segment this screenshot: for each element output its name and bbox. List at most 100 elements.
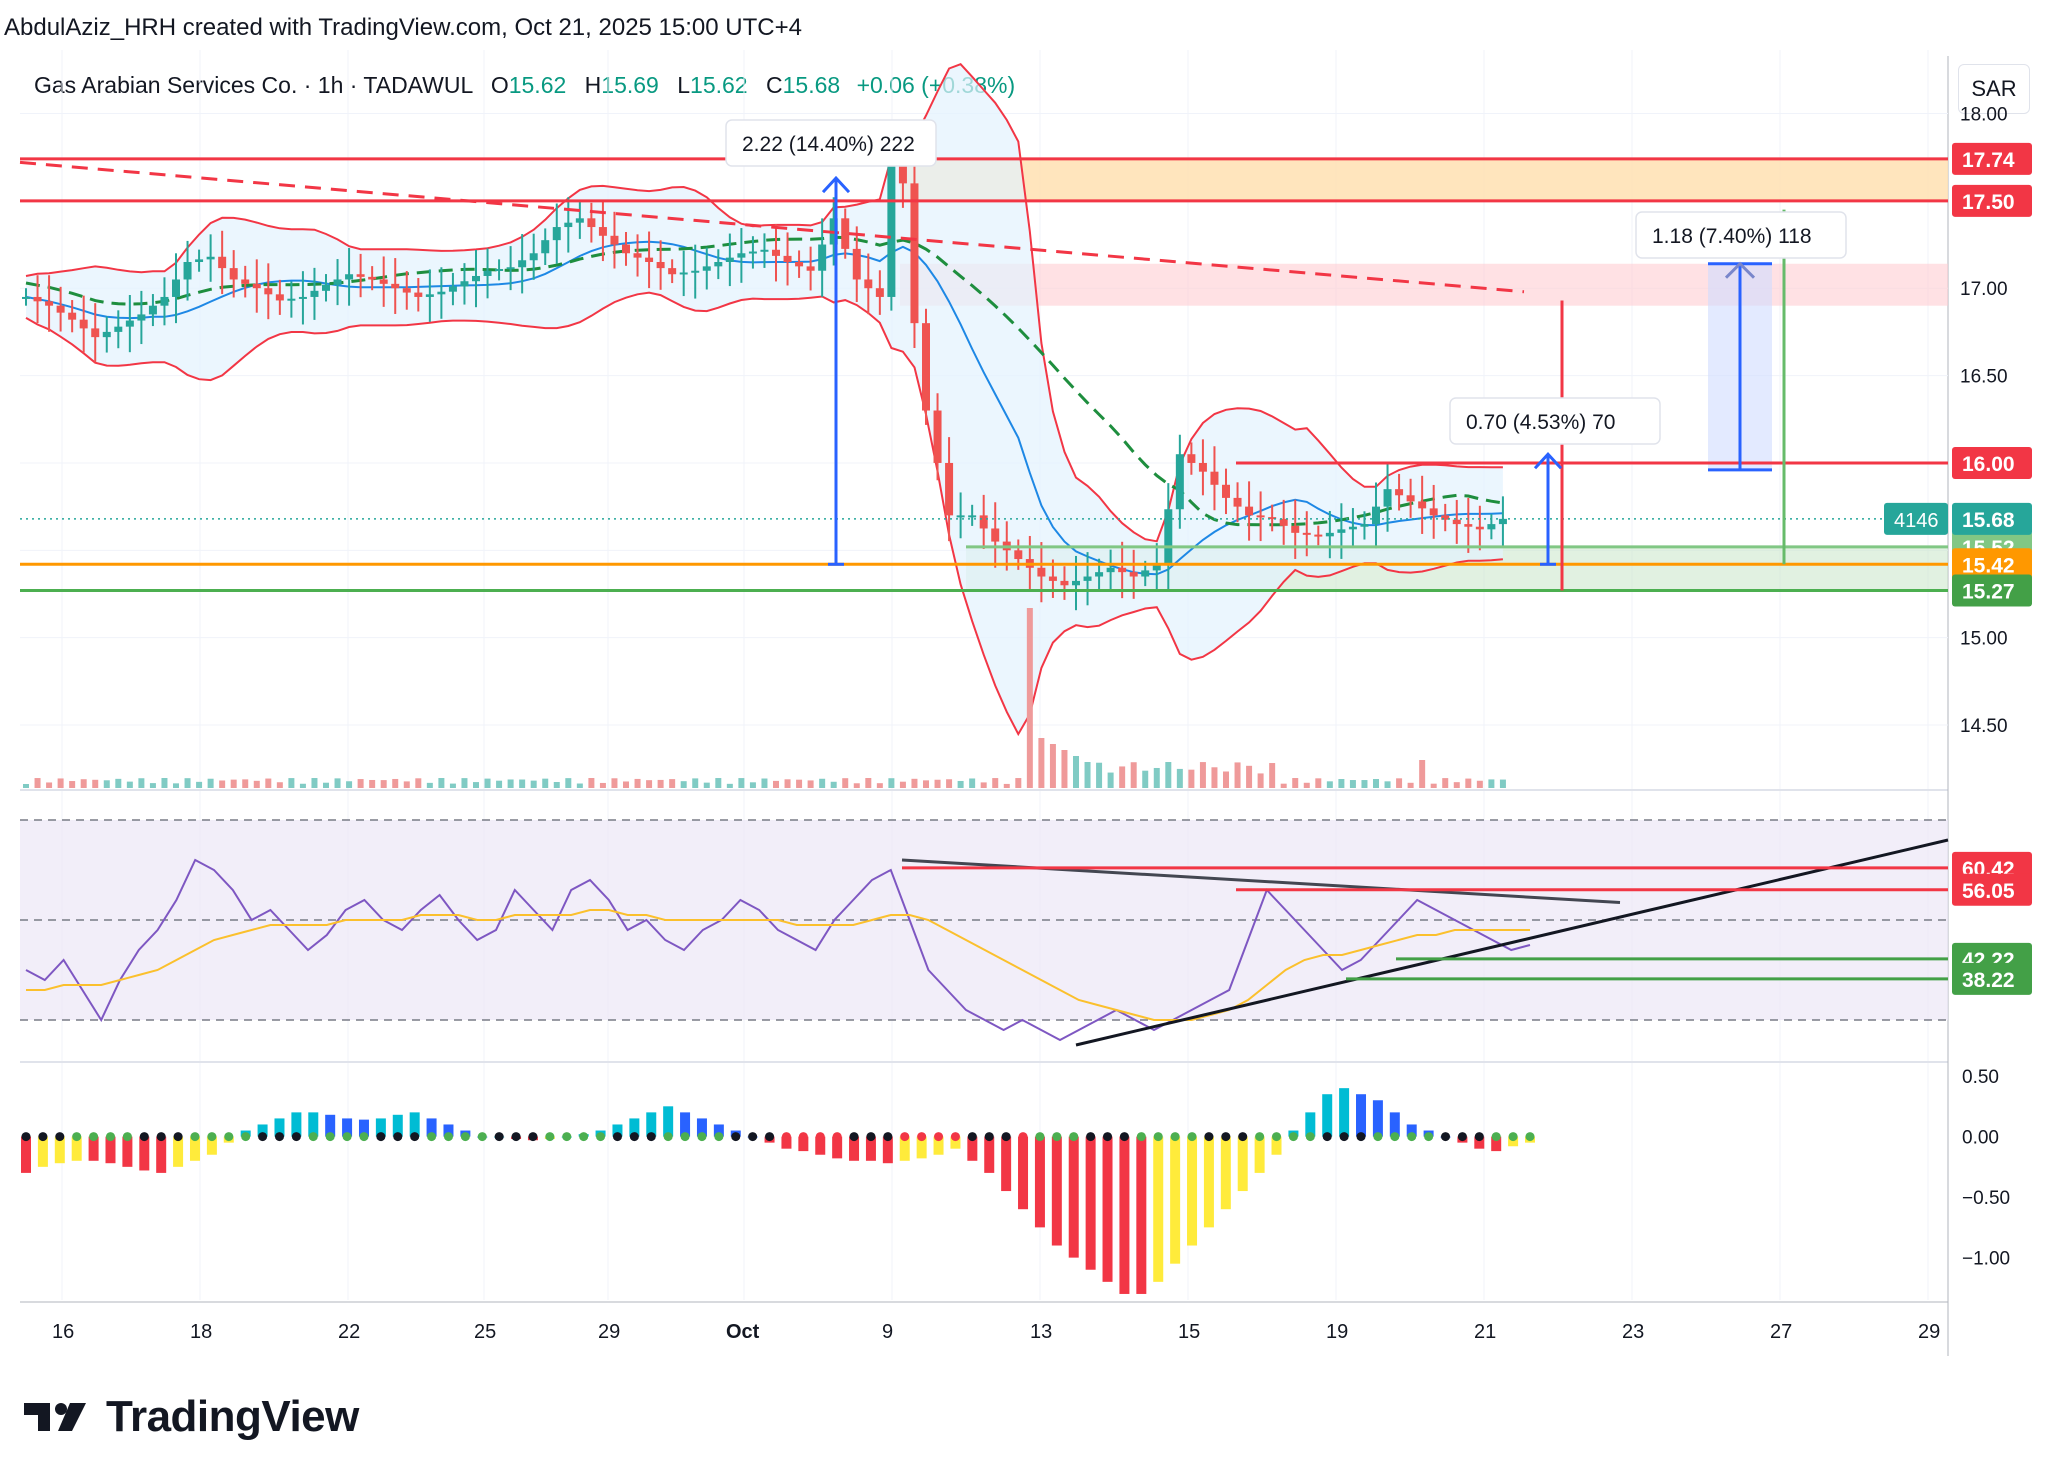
volume-bar xyxy=(796,779,803,788)
volume-bar xyxy=(403,781,410,788)
momentum-zero-dot xyxy=(731,1132,741,1142)
momentum-zero-dot xyxy=(832,1132,842,1142)
volume-bar xyxy=(484,778,491,788)
candle-body xyxy=(125,320,134,327)
volume-bar xyxy=(738,778,745,788)
candle-body xyxy=(22,296,30,299)
candle-body xyxy=(1256,515,1265,518)
last-price-badge xyxy=(1952,502,2032,535)
volume-bar xyxy=(1038,738,1045,788)
rsi-line xyxy=(25,858,1531,1042)
momentum-bar xyxy=(713,1124,724,1137)
volume-bar xyxy=(865,778,872,788)
momentum-zero-dot xyxy=(849,1132,859,1142)
candle-body xyxy=(241,279,250,284)
volume-bar xyxy=(703,782,710,788)
open-value: 15.62 xyxy=(508,72,567,98)
momentum-bar xyxy=(1474,1136,1485,1149)
attribution-text: AbdulAziz_HRH created with TradingView.c… xyxy=(4,14,802,41)
candle-body xyxy=(875,288,884,297)
volume-bar xyxy=(611,778,618,788)
candle-body xyxy=(1325,532,1334,537)
volume-bar xyxy=(888,778,895,788)
momentum-zero-dot xyxy=(697,1132,707,1142)
rsi-band xyxy=(20,820,1948,1020)
volume-bar xyxy=(1326,781,1333,788)
momentum-bar xyxy=(815,1136,826,1155)
candle-body xyxy=(402,288,411,293)
price-tick-label: 17.00 xyxy=(1960,279,2008,300)
candle-body xyxy=(298,296,307,299)
volume-bar xyxy=(115,778,122,788)
volume-bar xyxy=(196,781,203,788)
time-tick-label: 27 xyxy=(1770,1321,1792,1343)
momentum-zero-dot xyxy=(629,1132,639,1142)
volume-bar xyxy=(138,778,145,788)
momentum-bar xyxy=(1018,1136,1029,1210)
volume-bar xyxy=(1199,762,1206,788)
momentum-zero-dot xyxy=(883,1132,893,1142)
candle-body xyxy=(1279,518,1288,526)
momentum-zero-dot xyxy=(1288,1132,1298,1142)
candle-body xyxy=(379,279,388,284)
candle-body xyxy=(1429,508,1438,516)
momentum-bar xyxy=(358,1119,369,1137)
momentum-zero-dot xyxy=(224,1132,234,1142)
momentum-zero-dot xyxy=(291,1132,301,1142)
candle-body xyxy=(552,227,561,241)
volume-bar xyxy=(1084,762,1091,788)
momentum-zero-dot xyxy=(1390,1132,1400,1142)
momentum-bar xyxy=(443,1124,454,1137)
volume-bar xyxy=(1499,779,1506,788)
volume-bar xyxy=(899,781,906,788)
rsi-level-label: 38.22 xyxy=(1962,969,2015,992)
price-level-label: 15.42 xyxy=(1962,554,2015,577)
candle-body xyxy=(1233,497,1242,507)
candle-body xyxy=(102,331,111,338)
momentum-bar xyxy=(1508,1136,1519,1147)
momentum-zero-dot xyxy=(562,1132,572,1142)
volume-bar xyxy=(1269,763,1276,788)
momentum-zero-dot xyxy=(207,1132,217,1142)
candle-body xyxy=(737,253,746,258)
momentum-bar xyxy=(899,1136,910,1161)
momentum-bar xyxy=(916,1136,927,1159)
volume-bar xyxy=(265,778,272,788)
momentum-zero-dot xyxy=(680,1132,690,1142)
momentum-bar xyxy=(105,1136,116,1164)
volume-bar xyxy=(1188,769,1195,788)
momentum-bar xyxy=(21,1136,31,1173)
momentum-zero-dot xyxy=(1238,1132,1248,1142)
volume-bar xyxy=(876,783,883,788)
volume-bar xyxy=(842,778,849,788)
momentum-bar xyxy=(257,1124,268,1137)
volume-bar xyxy=(357,779,364,788)
candle-body xyxy=(1198,462,1207,472)
candle-body xyxy=(68,312,77,320)
volume-bar xyxy=(657,779,664,788)
volume-bar xyxy=(1419,760,1426,788)
candle-body xyxy=(748,251,757,254)
candle-body xyxy=(979,515,988,529)
candle-body xyxy=(218,256,227,269)
countdown-label: 4146 xyxy=(1894,510,1939,532)
momentum-zero-dot xyxy=(950,1132,960,1142)
momentum-zero-dot xyxy=(1474,1132,1484,1142)
currency-button[interactable]: SAR xyxy=(1958,64,2030,114)
momentum-bar xyxy=(612,1124,623,1137)
momentum-bar xyxy=(409,1112,420,1137)
candle-body xyxy=(91,328,100,338)
measure-label-text: 0.70 (4.53%) 70 xyxy=(1466,411,1615,434)
brand-text: TradingView xyxy=(106,1392,359,1441)
momentum-bar xyxy=(933,1136,944,1155)
candle-body xyxy=(1222,484,1230,498)
time-tick-label: 23 xyxy=(1622,1321,1644,1343)
momentum-zero-dot xyxy=(714,1132,724,1142)
candle-body xyxy=(495,268,504,271)
volume-bar xyxy=(634,778,641,788)
price-tick-label: 16.50 xyxy=(1960,367,2008,388)
momentum-zero-dot xyxy=(798,1132,808,1142)
volume-bar xyxy=(784,779,791,788)
time-tick-label: 15 xyxy=(1178,1321,1200,1343)
